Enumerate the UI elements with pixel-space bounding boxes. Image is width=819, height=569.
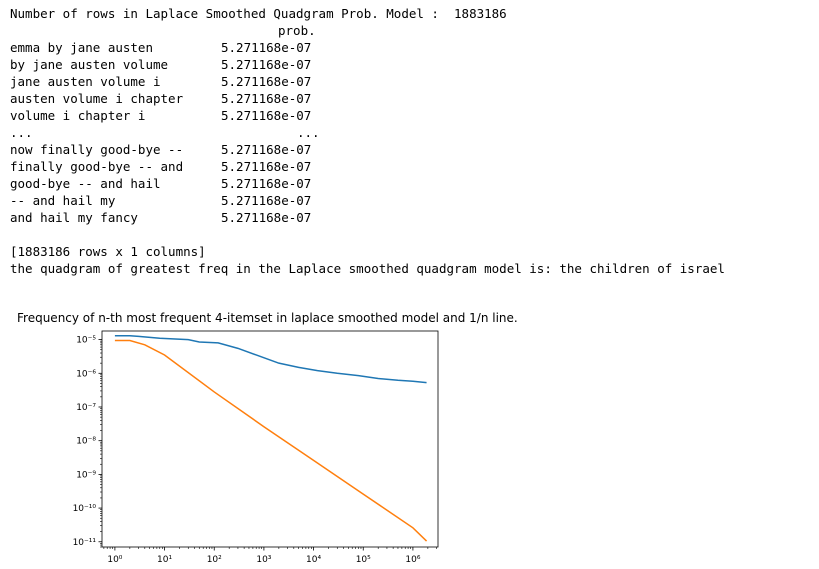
major-ticks: 10⁰ 10¹ 10² 10³ 10⁴ 10⁵ 10⁶ 10⁻¹¹ 10⁻¹⁰ 10⁻⁹ 10⁻⁸ 1… (73, 336, 421, 565)
y-tick-label: 10⁻⁹ (76, 470, 96, 480)
x-tick-label: 10² (207, 555, 222, 565)
dataframe-column-header: prob. (278, 23, 316, 38)
dataframe-row-index: volume i chapter i (10, 108, 146, 123)
dataframe-row-index: by jane austen volume (10, 57, 169, 72)
inverse-n-series-line (114, 339, 428, 542)
dataframe-row-value: 5.271168e-07 (221, 74, 312, 89)
dataframe-row-index: good-bye -- and hail (10, 176, 161, 191)
dataframe-row-index: -- and hail my (10, 193, 116, 208)
y-tick-label: 10⁻⁵ (76, 336, 96, 346)
plot-frame (101, 330, 439, 548)
row-count-line: Number of rows in Laplace Smoothed Quadg… (10, 5, 507, 22)
dataframe-row-value: 5.271168e-07 (221, 57, 312, 72)
dataframe-shape: [1883186 rows x 1 columns] (10, 244, 206, 259)
dataframe-row-value: 5.271168e-07 (221, 108, 312, 123)
dataframe-row-index: jane austen volume i (10, 74, 161, 89)
dataframe-row-value: 5.271168e-07 (221, 210, 312, 225)
chart-title: Frequency of n-th most frequent 4-itemse… (17, 311, 518, 325)
row-count-value: 1883186 (454, 6, 507, 21)
dataframe-row-value: 5.271168e-07 (221, 159, 312, 174)
y-tick-label: 10⁻⁷ (76, 403, 96, 413)
dataframe-row-index: finally good-bye -- and (10, 159, 184, 174)
x-tick-label: 10⁴ (306, 555, 321, 565)
dataframe-row-value: 5.271168e-07 (221, 40, 312, 55)
series-layer (114, 335, 428, 542)
dataframe-row-value: 5.271168e-07 (221, 91, 312, 106)
x-tick-label: 10⁰ (107, 555, 122, 565)
dataframe-row-index: austen volume i chapter (10, 91, 184, 106)
dataframe-row-value: 5.271168e-07 (221, 193, 312, 208)
dataframe-row-index: and hail my fancy (10, 210, 138, 225)
row-count-label: Number of rows in Laplace Smoothed Quadg… (10, 6, 455, 21)
x-tick-label: 10³ (256, 555, 271, 565)
y-tick-label: 10⁻⁸ (76, 437, 96, 447)
dataframe-row-value: 5.271168e-07 (221, 176, 312, 191)
x-tick-label: 10⁶ (405, 555, 420, 565)
dataframe-row-value: 5.271168e-07 (221, 142, 312, 157)
frequency-series-line (114, 335, 427, 384)
greatest-freq-result: the quadgram of greatest freq in the Lap… (10, 261, 725, 276)
y-tick-label: 10⁻⁶ (76, 369, 96, 379)
minor-ticks (100, 340, 437, 549)
x-tick-label: 10¹ (157, 555, 172, 565)
dataframe-row-index: now finally good-bye -- (10, 142, 184, 157)
y-tick-label: 10⁻¹¹ (73, 538, 97, 548)
dataframe-ellipsis-index: ... (10, 125, 33, 140)
x-tick-label: 10⁵ (356, 555, 371, 565)
dataframe-row-index: emma by jane austen (10, 40, 153, 55)
dataframe-ellipsis-value: ... (297, 125, 320, 140)
y-tick-label: 10⁻¹⁰ (73, 504, 97, 514)
